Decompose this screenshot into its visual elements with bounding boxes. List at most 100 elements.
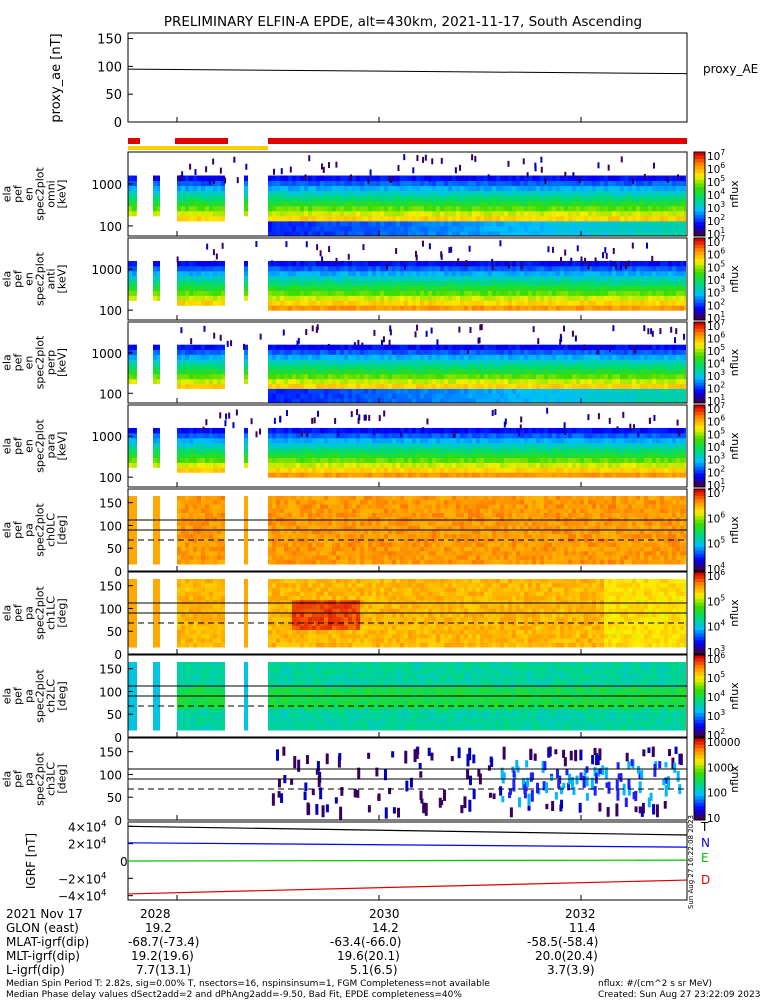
- heatmap-cell: [556, 286, 560, 291]
- heatmap-cell: [292, 393, 296, 398]
- heatmap-cell: [632, 369, 636, 374]
- heatmap-cell: [532, 281, 536, 286]
- heatmap-cell: [580, 281, 584, 286]
- heatmap-cell: [209, 286, 213, 291]
- heatmap-cell: [664, 191, 668, 197]
- heatmap-cell: [408, 374, 412, 379]
- heatmap-cell: [428, 206, 432, 212]
- heatmap-cell: [448, 374, 452, 379]
- heatmap-cell: [360, 472, 364, 477]
- heatmap-cell: [520, 393, 524, 398]
- heatmap-cell: [636, 206, 640, 212]
- heatmap-cell: [132, 196, 136, 202]
- heatmap-cell: [268, 453, 272, 458]
- heatmap-cell: [488, 216, 492, 222]
- heatmap-cell: [300, 211, 304, 217]
- heatmap-cell: [185, 276, 189, 281]
- heatmap-cell: [304, 216, 308, 222]
- heatmap-cell: [524, 388, 528, 393]
- heatmap-cell: [388, 300, 392, 305]
- heatmap-cell: [624, 364, 628, 369]
- heatmap-cell: [424, 176, 428, 182]
- heatmap-cell: [356, 462, 360, 467]
- heatmap-cell: [572, 211, 576, 217]
- heatmap-cell: [332, 295, 336, 300]
- heatmap-cell: [644, 393, 648, 398]
- heatmap-cell: [197, 462, 201, 467]
- heatmap-cell: [392, 261, 396, 266]
- heatmap-cell: [532, 305, 536, 310]
- heatmap-cell: [384, 448, 388, 453]
- colorbar-segment: [694, 219, 705, 223]
- heatmap-cell: [456, 281, 460, 286]
- heatmap-cell: [213, 266, 217, 271]
- heatmap-cell: [197, 428, 201, 433]
- heatmap-cell: [488, 191, 492, 197]
- heatmap-cell: [344, 448, 348, 453]
- heatmap-cell: [412, 216, 416, 222]
- heatmap-cell: [400, 448, 404, 453]
- heatmap-cell: [616, 181, 620, 187]
- heatmap-cell: [217, 290, 221, 295]
- heatmap-cell: [592, 206, 596, 212]
- heatmap-cell: [424, 300, 428, 305]
- heatmap-cell: [177, 428, 181, 433]
- heatmap-cell: [364, 201, 368, 207]
- heatmap-cell: [416, 350, 420, 355]
- heatmap-cell: [660, 379, 664, 384]
- heatmap-cell: [340, 359, 344, 364]
- heatmap-cell: [193, 216, 197, 222]
- heatmap-cell: [460, 286, 464, 291]
- heatmap-cell: [284, 443, 288, 448]
- colorbar-segment: [694, 229, 705, 233]
- heatmap-cell: [201, 271, 205, 276]
- heatmap-cell: [548, 266, 552, 271]
- heatmap-cell: [336, 453, 340, 458]
- heatmap-cell: [157, 428, 160, 433]
- heatmap-cell: [680, 305, 684, 310]
- heatmap-cell: [532, 345, 536, 350]
- heatmap-cell: [544, 305, 548, 310]
- heatmap-cell: [193, 350, 197, 355]
- heatmap-cell: [209, 462, 213, 467]
- heatmap-cell: [424, 384, 428, 389]
- heatmap-cell: [213, 457, 217, 462]
- heatmap-cell: [304, 453, 308, 458]
- heatmap-cell: [372, 359, 376, 364]
- heatmap-cell: [348, 290, 352, 295]
- heatmap-cell: [364, 196, 368, 202]
- heatmap-cell: [328, 359, 332, 364]
- heatmap-cell: [312, 290, 316, 295]
- heatmap-cell: [217, 433, 221, 438]
- heatmap-cell: [648, 369, 652, 374]
- heatmap-cell: [644, 300, 648, 305]
- heatmap-cell: [276, 457, 280, 462]
- heatmap-cell: [217, 196, 221, 202]
- heatmap-cell: [288, 364, 292, 369]
- heatmap-cell: [136, 276, 137, 281]
- heatmap-cell: [448, 457, 452, 462]
- heatmap-cell: [276, 221, 280, 227]
- heatmap-cell: [316, 201, 320, 207]
- heatmap-cell: [472, 384, 476, 389]
- heatmap-cell: [312, 305, 316, 310]
- heatmap-speck: [677, 174, 679, 180]
- heatmap-cell: [540, 271, 544, 276]
- heatmap-speck: [357, 340, 359, 346]
- heatmap-cell: [213, 379, 217, 384]
- heatmap-cell: [684, 271, 686, 276]
- heatmap-cell: [376, 384, 380, 389]
- heatmap-cell: [472, 261, 476, 266]
- heatmap-speck: [354, 342, 356, 348]
- heatmap-cell: [193, 359, 197, 364]
- heatmap-cell: [672, 261, 676, 266]
- heatmap-cell: [348, 211, 352, 217]
- heatmap-cell: [540, 345, 544, 350]
- heatmap-cell: [620, 374, 624, 379]
- heatmap-cell: [512, 196, 516, 202]
- heatmap-cell: [524, 226, 528, 232]
- y-tick-label: 150: [97, 33, 122, 48]
- heatmap-cell: [244, 290, 248, 295]
- heatmap-cell: [296, 191, 300, 197]
- heatmap-cell: [660, 384, 664, 389]
